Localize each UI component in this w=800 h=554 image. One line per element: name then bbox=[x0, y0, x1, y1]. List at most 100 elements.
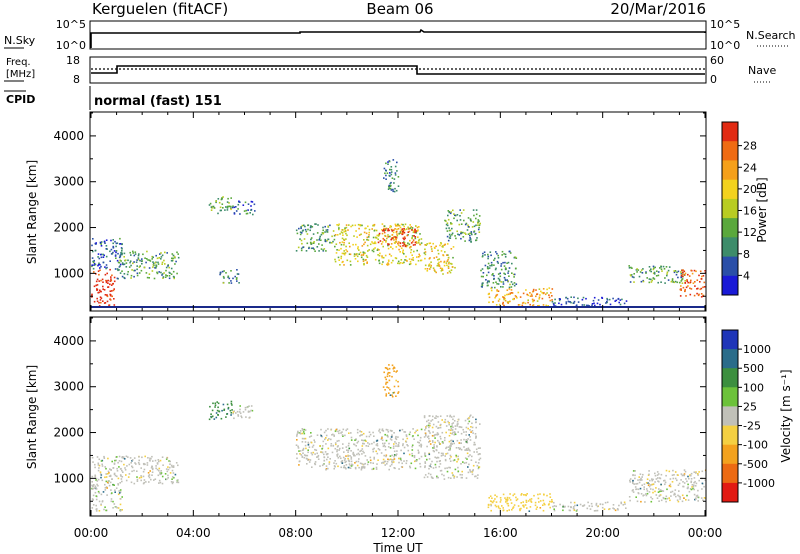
power-point bbox=[233, 212, 236, 214]
power-point bbox=[324, 231, 326, 233]
velocity-point bbox=[440, 455, 443, 457]
power-point bbox=[122, 263, 124, 266]
velocity-point bbox=[107, 457, 109, 460]
velocity-point bbox=[298, 464, 300, 466]
velocity-point bbox=[314, 441, 316, 443]
power-point bbox=[487, 253, 489, 256]
power-point bbox=[105, 264, 108, 266]
velocity-point bbox=[299, 450, 302, 452]
velocity-point bbox=[148, 459, 151, 461]
velocity-point bbox=[490, 503, 492, 506]
power-point bbox=[432, 267, 435, 269]
power-point bbox=[455, 237, 457, 240]
velocity-point bbox=[666, 497, 669, 500]
velocity-point bbox=[456, 425, 459, 427]
velocity-point bbox=[678, 495, 681, 498]
power-point bbox=[342, 229, 344, 231]
velocity-point bbox=[536, 506, 538, 508]
power-point bbox=[339, 264, 341, 266]
velocity-point bbox=[494, 498, 496, 500]
power-point bbox=[446, 260, 448, 263]
velocity-point bbox=[505, 501, 507, 503]
power-point bbox=[119, 265, 121, 267]
power-point bbox=[456, 230, 458, 233]
velocity-point bbox=[509, 493, 511, 495]
power-point bbox=[296, 232, 299, 235]
power-point bbox=[681, 278, 683, 281]
power-point bbox=[681, 271, 684, 274]
velocity-point bbox=[469, 414, 472, 417]
velocity-point bbox=[469, 415, 471, 418]
velocity-point bbox=[435, 415, 437, 417]
power-point bbox=[239, 213, 241, 215]
velocity-point bbox=[650, 500, 653, 503]
velocity-point bbox=[453, 420, 456, 422]
power-point bbox=[382, 230, 384, 232]
velocity-point bbox=[694, 485, 697, 487]
power-point bbox=[110, 239, 112, 242]
power-point bbox=[615, 299, 618, 302]
velocity-point bbox=[455, 454, 457, 457]
power-point bbox=[393, 241, 396, 244]
power-point bbox=[488, 301, 490, 304]
velocity-point bbox=[629, 479, 631, 482]
power-point bbox=[374, 247, 376, 249]
velocity-point bbox=[117, 483, 119, 485]
velocity-point bbox=[602, 503, 604, 506]
velocity-point bbox=[506, 498, 509, 501]
power-point bbox=[703, 286, 706, 288]
power-point bbox=[157, 261, 159, 264]
power-point bbox=[673, 281, 676, 284]
power-point bbox=[660, 281, 662, 283]
power-point bbox=[606, 299, 609, 301]
velocity-point bbox=[154, 478, 157, 480]
velocity-point bbox=[388, 364, 390, 366]
power-point bbox=[675, 273, 678, 276]
velocity-point bbox=[661, 490, 664, 492]
velocity-point bbox=[635, 483, 637, 485]
velocity-point bbox=[162, 464, 164, 466]
power-point bbox=[133, 254, 136, 257]
power-point bbox=[366, 261, 368, 263]
velocity-point bbox=[342, 428, 345, 431]
velocity-point bbox=[397, 392, 399, 394]
velocity-point bbox=[603, 508, 606, 510]
power-point bbox=[451, 266, 454, 268]
velocity-point bbox=[302, 429, 304, 431]
power-point bbox=[648, 281, 651, 284]
velocity-point bbox=[499, 507, 501, 510]
power-point bbox=[402, 237, 405, 240]
velocity-point bbox=[455, 447, 458, 449]
velocity-point bbox=[499, 497, 502, 499]
velocity-point bbox=[697, 496, 700, 499]
power-point bbox=[336, 249, 338, 251]
velocity-point bbox=[659, 494, 661, 497]
power-point bbox=[158, 257, 161, 259]
velocity-point bbox=[339, 447, 341, 450]
velocity-point bbox=[501, 505, 503, 507]
velocity-point bbox=[121, 456, 123, 459]
power-point bbox=[396, 225, 398, 227]
power-point bbox=[325, 229, 328, 231]
velocity-point bbox=[472, 416, 474, 418]
power-point bbox=[387, 229, 389, 232]
velocity-point bbox=[436, 475, 438, 478]
velocity-point bbox=[456, 421, 459, 423]
power-point bbox=[97, 253, 100, 255]
power-point bbox=[640, 280, 643, 283]
power-point bbox=[391, 247, 394, 250]
colorbar-cell bbox=[722, 482, 738, 503]
velocity-point bbox=[467, 422, 469, 425]
velocity-point bbox=[304, 454, 307, 457]
power-point bbox=[415, 225, 417, 227]
velocity-point bbox=[435, 425, 438, 428]
power-point bbox=[96, 284, 99, 286]
y-tick-label: 2000 bbox=[53, 426, 84, 440]
velocity-point bbox=[351, 464, 354, 466]
power-point bbox=[641, 272, 644, 274]
power-point bbox=[337, 256, 340, 259]
power-point bbox=[373, 224, 375, 227]
power-point bbox=[469, 218, 472, 220]
velocity-point bbox=[681, 474, 684, 477]
